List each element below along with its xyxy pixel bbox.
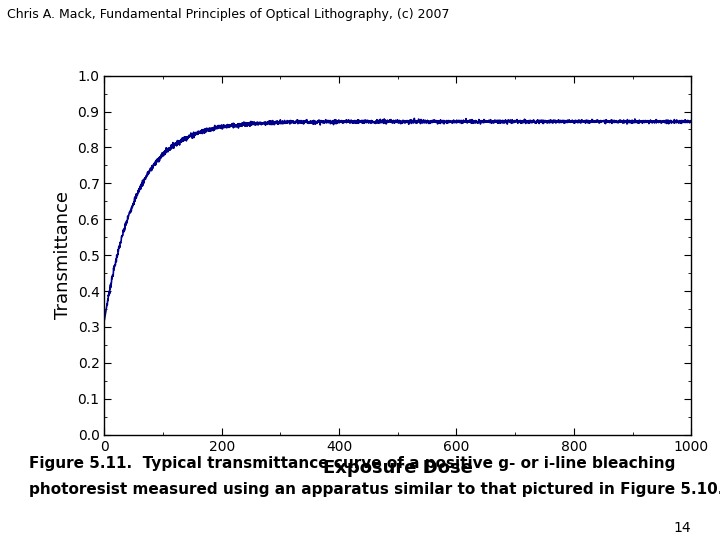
- Y-axis label: Transmittance: Transmittance: [54, 191, 72, 319]
- Text: 14: 14: [674, 521, 691, 535]
- Text: Figure 5.11.  Typical transmittance curve of a positive g- or i-line bleaching: Figure 5.11. Typical transmittance curve…: [29, 456, 675, 471]
- Text: Chris A. Mack, Fundamental Principles of Optical Lithography, (c) 2007: Chris A. Mack, Fundamental Principles of…: [7, 8, 450, 21]
- X-axis label: Exposure Dose: Exposure Dose: [323, 459, 473, 477]
- Text: photoresist measured using an apparatus similar to that pictured in Figure 5.10.: photoresist measured using an apparatus …: [29, 482, 720, 497]
